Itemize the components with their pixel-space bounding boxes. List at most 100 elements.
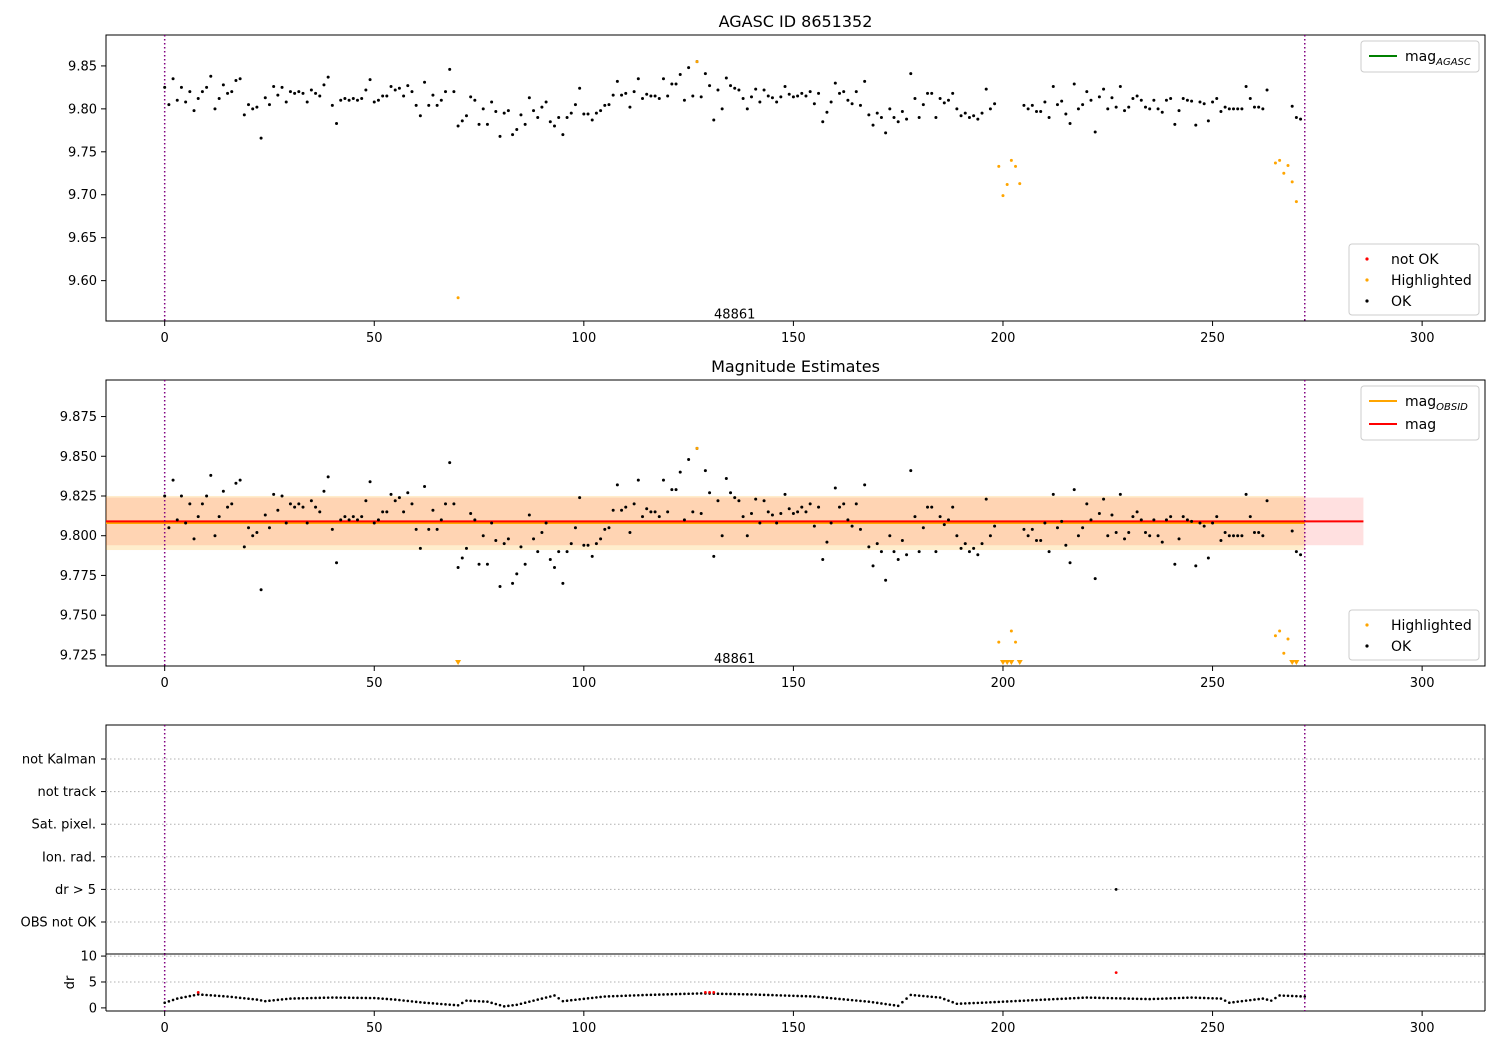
ok-point bbox=[867, 113, 871, 117]
ok-point bbox=[888, 534, 892, 538]
ok-point bbox=[561, 581, 565, 585]
ok-point bbox=[1252, 105, 1256, 109]
ok-point bbox=[649, 510, 653, 514]
ok-point bbox=[418, 114, 422, 118]
y-tick-label: 9.60 bbox=[68, 274, 97, 289]
dr-point bbox=[335, 996, 338, 999]
ok-point bbox=[1236, 107, 1240, 111]
dr-point bbox=[440, 1002, 443, 1006]
ok-point bbox=[607, 103, 611, 107]
legend-label: magAGASC bbox=[1405, 49, 1471, 68]
x-tick-label: 200 bbox=[991, 1021, 1016, 1036]
dr-point bbox=[582, 997, 586, 1001]
dr-point bbox=[649, 993, 653, 997]
ok-point bbox=[615, 79, 619, 83]
ok-point bbox=[712, 118, 716, 122]
dr-point bbox=[624, 994, 628, 998]
ok-point bbox=[326, 475, 330, 479]
dr-point bbox=[444, 1003, 447, 1006]
ok-point bbox=[205, 85, 209, 89]
x-tick-label: 300 bbox=[1410, 676, 1435, 691]
ok-point bbox=[389, 85, 393, 89]
ok-point bbox=[490, 521, 494, 525]
dr-point bbox=[620, 994, 623, 998]
dr-point bbox=[792, 994, 795, 998]
ok-point bbox=[770, 513, 774, 517]
dr-point bbox=[1005, 1000, 1009, 1003]
dr-point bbox=[389, 997, 393, 1001]
ok-point bbox=[410, 502, 414, 506]
ok-point bbox=[900, 109, 904, 113]
dr-point bbox=[989, 1000, 992, 1004]
ok-point bbox=[729, 491, 733, 495]
ok-point bbox=[1215, 515, 1219, 519]
dr-point bbox=[645, 993, 649, 997]
ok-point bbox=[959, 114, 963, 118]
ok-point bbox=[1240, 534, 1244, 538]
ok-point bbox=[1227, 534, 1231, 538]
ok-point bbox=[502, 542, 506, 546]
dr-point bbox=[356, 996, 359, 1000]
dr-point bbox=[305, 996, 309, 1000]
x-tick-label: 0 bbox=[161, 1021, 169, 1036]
ok-point bbox=[905, 117, 909, 121]
ok-point bbox=[175, 98, 179, 102]
flag-label: not Kalman bbox=[22, 753, 96, 768]
ok-point bbox=[1232, 107, 1236, 111]
dr-point bbox=[243, 996, 246, 1000]
ok-point bbox=[1206, 556, 1210, 560]
dr-point bbox=[398, 998, 401, 1002]
y-tick-label: 9.65 bbox=[68, 231, 97, 246]
ok-point bbox=[921, 103, 925, 107]
ok-point bbox=[599, 537, 603, 541]
ok-point bbox=[569, 542, 573, 546]
ok-point bbox=[972, 546, 976, 550]
dr-point bbox=[423, 1001, 426, 1005]
ok-point bbox=[485, 122, 489, 126]
ok-point bbox=[708, 84, 712, 88]
dr-point bbox=[343, 996, 347, 999]
ok-point bbox=[469, 511, 473, 515]
ok-point bbox=[506, 537, 510, 541]
ok-point bbox=[226, 91, 230, 95]
ok-point bbox=[976, 117, 980, 121]
ok-point bbox=[548, 120, 552, 124]
ok-point bbox=[423, 484, 427, 488]
dr-point bbox=[838, 997, 841, 1001]
dr-point bbox=[1060, 997, 1063, 1001]
ok-point bbox=[825, 540, 829, 544]
dr-point bbox=[1236, 1000, 1240, 1003]
ok-point bbox=[1211, 100, 1215, 104]
ok-point bbox=[372, 100, 376, 104]
flag-point bbox=[1114, 888, 1118, 891]
plot-frame bbox=[105, 34, 1486, 322]
dr-point bbox=[1265, 998, 1269, 1001]
ok-point bbox=[691, 510, 695, 514]
ok-point bbox=[314, 91, 318, 95]
highlighted-point bbox=[695, 60, 699, 64]
ok-point bbox=[536, 550, 540, 554]
ok-point bbox=[913, 515, 917, 519]
dr-point bbox=[808, 995, 812, 998]
ok-point bbox=[980, 111, 984, 115]
dr-point bbox=[465, 999, 468, 1002]
ok-point bbox=[951, 91, 955, 95]
ok-point bbox=[1185, 518, 1189, 522]
ok-point bbox=[1190, 99, 1194, 103]
ok-point bbox=[217, 97, 221, 101]
highlighted-point bbox=[1014, 164, 1018, 168]
dr-point bbox=[741, 992, 745, 996]
ok-point bbox=[414, 527, 418, 531]
ok-point bbox=[632, 502, 636, 506]
ok-point bbox=[565, 115, 569, 119]
x-tick-label: 50 bbox=[366, 676, 383, 691]
dr-point bbox=[678, 992, 682, 996]
ok-point bbox=[397, 496, 401, 500]
ok-point bbox=[276, 93, 280, 97]
y-tick-label: 9.800 bbox=[60, 529, 97, 544]
obsid-label: 48861 bbox=[714, 652, 755, 667]
ok-point bbox=[217, 515, 221, 519]
ok-point bbox=[318, 94, 322, 98]
dr-point bbox=[1223, 999, 1227, 1002]
ok-point bbox=[749, 511, 753, 515]
